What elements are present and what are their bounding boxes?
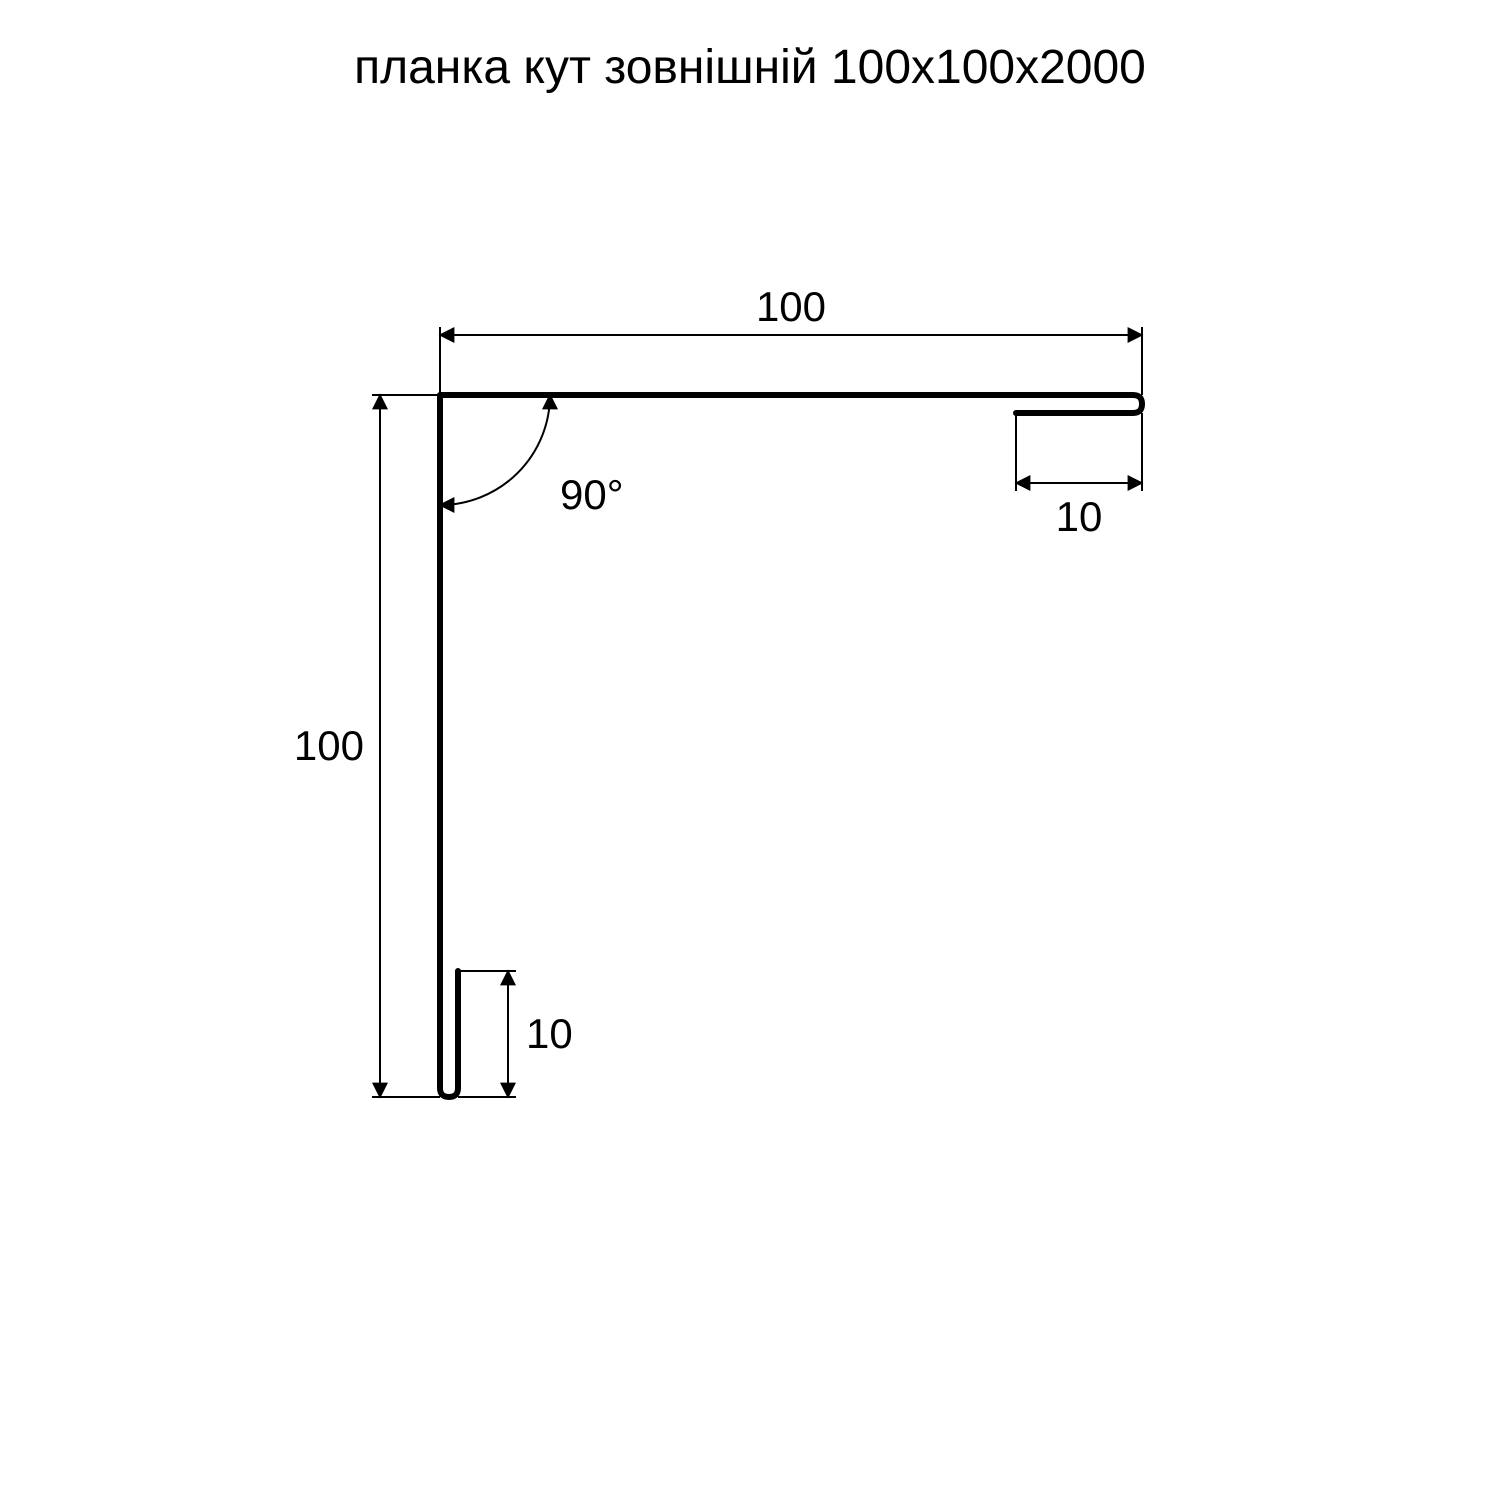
angle-arc	[440, 395, 550, 505]
angle-label: 90°	[560, 471, 624, 518]
profile-outline	[440, 395, 1142, 1097]
dim-label-fold-right: 10	[1056, 493, 1103, 540]
dim-label-left: 100	[294, 722, 364, 769]
dim-label-top: 100	[756, 283, 826, 330]
dim-label-fold-bottom: 10	[526, 1010, 573, 1057]
profile-diagram: 100 100 10 10 90°	[0, 0, 1500, 1500]
